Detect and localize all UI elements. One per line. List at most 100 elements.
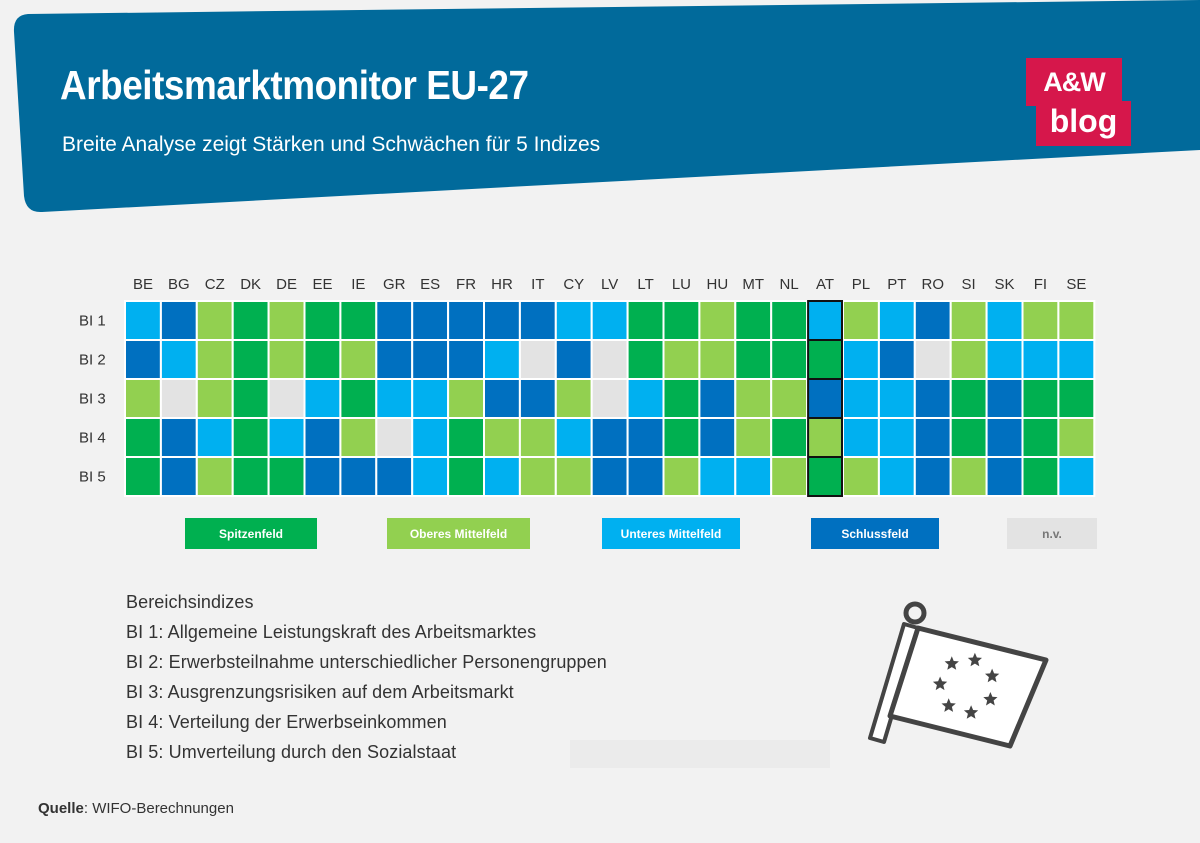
legend-label-schlussfeld: Schlussfeld	[841, 527, 908, 541]
cell-bi-4-cz	[195, 417, 234, 458]
cell-bi-1-fr	[447, 300, 486, 341]
heatmap-chart: BE BG CZ DK DE EE IE GR ES FR HR IT CY LV LT LU HU MT NL AT…	[79, 276, 1097, 549]
cell-bi-3-cy	[554, 378, 593, 419]
cell-bi-2-lv	[590, 339, 629, 380]
row-label-bi-5: BI 5	[79, 469, 106, 486]
cell-bi-3-es	[411, 378, 450, 419]
cell-bi-3-hr	[483, 378, 521, 419]
cell-bi-1-ee	[303, 300, 342, 341]
cell-bi-1-fi	[1021, 300, 1060, 341]
column-label-ee: EE	[312, 276, 332, 293]
cell-bi-2-it	[518, 339, 557, 380]
cell-bi-5-mt	[734, 456, 773, 497]
cell-bi-5-gr	[375, 456, 414, 497]
cell-bi-4-hr	[483, 417, 521, 458]
cell-bi-4-fi	[1021, 417, 1060, 458]
cell-bi-1-pl	[842, 300, 880, 341]
cell-bi-5-cy	[554, 456, 593, 497]
flag-star-icon	[941, 698, 956, 712]
flag-star-icon	[985, 668, 1000, 683]
legend-swatch-n-v	[1007, 518, 1097, 549]
cell-bi-3-lu	[662, 378, 701, 419]
header-banner	[13, 0, 1200, 213]
cell-bi-2-at	[806, 339, 844, 380]
cell-bi-1-si	[949, 300, 988, 341]
cell-bi-4-hu	[698, 417, 737, 458]
column-label-nl: NL	[780, 276, 799, 293]
cell-bi-2-fr	[447, 339, 486, 380]
cell-bi-5-lv	[590, 456, 629, 497]
cell-bi-2-es	[411, 339, 450, 380]
cell-bi-3-dk	[231, 378, 270, 419]
cell-bi-2-fi	[1021, 339, 1060, 380]
cell-bi-2-be	[124, 339, 162, 380]
cell-bi-5-it	[518, 456, 557, 497]
cell-bi-2-nl	[770, 339, 809, 380]
cell-bi-3-pt	[877, 378, 916, 419]
index-item-1: BI 1: Allgemeine Leistungskraft des Arbe…	[126, 622, 537, 642]
column-label-si: SI	[962, 276, 976, 293]
eu-flag-icon	[868, 601, 1049, 749]
cell-bi-3-de	[267, 378, 306, 419]
cell-bi-4-lu	[662, 417, 701, 458]
cell-bi-2-pt	[877, 339, 916, 380]
cell-bi-5-ee	[303, 456, 342, 497]
legend-label-oberes-mittelfeld: Oberes Mittelfeld	[410, 527, 507, 541]
column-label-de: DE	[276, 276, 297, 293]
cell-bi-4-mt	[734, 417, 773, 458]
column-label-at: AT	[816, 276, 834, 293]
cell-bi-5-se	[1057, 456, 1096, 497]
cell-bi-1-gr	[375, 300, 414, 341]
cell-bi-3-gr	[375, 378, 414, 419]
cell-bi-1-es	[411, 300, 450, 341]
cell-bi-3-si	[949, 378, 988, 419]
source-label: Quelle	[38, 800, 84, 817]
cell-bi-5-dk	[231, 456, 270, 497]
cell-bi-1-cz	[195, 300, 234, 341]
column-label-ie: IE	[351, 276, 365, 293]
legend-label-n-v: n.v.	[1042, 527, 1062, 541]
cell-bi-5-at	[806, 456, 844, 497]
cell-bi-3-fr	[447, 378, 486, 419]
cell-bi-1-ie	[339, 300, 378, 341]
cell-bi-3-ee	[303, 378, 342, 419]
column-label-bg: BG	[168, 276, 190, 293]
cell-bi-3-fi	[1021, 378, 1060, 419]
cell-bi-1-lt	[626, 300, 665, 341]
cell-bi-3-it	[518, 378, 557, 419]
cell-bi-5-pt	[877, 456, 916, 497]
column-label-dk: DK	[240, 276, 261, 293]
cell-bi-4-pl	[842, 417, 880, 458]
cell-bi-2-se	[1057, 339, 1096, 380]
cell-bi-1-mt	[734, 300, 773, 341]
cell-bi-2-cy	[554, 339, 593, 380]
cell-bi-3-ie	[339, 378, 378, 419]
cell-bi-4-fr	[447, 417, 486, 458]
cell-bi-5-be	[124, 456, 162, 497]
flag-star-icon	[944, 656, 959, 670]
legend-label-spitzenfeld: Spitzenfeld	[219, 527, 283, 541]
cell-bi-2-ro	[913, 339, 952, 380]
flag-star-icon	[983, 692, 998, 706]
column-label-it: IT	[531, 276, 544, 293]
cell-bi-5-fi	[1021, 456, 1060, 497]
cell-bi-2-si	[949, 339, 988, 380]
cell-bi-3-be	[124, 378, 162, 419]
highlight-column-frame	[807, 300, 843, 497]
column-label-sk: SK	[995, 276, 1015, 293]
column-label-lu: LU	[672, 276, 691, 293]
cell-bi-5-nl	[770, 456, 809, 497]
cell-bi-1-cy	[554, 300, 593, 341]
cell-bi-5-bg	[159, 456, 198, 497]
cell-bi-1-de	[267, 300, 306, 341]
column-label-fr: FR	[456, 276, 476, 293]
page-subtitle: Breite Analyse zeigt Stärken und Schwäch…	[62, 133, 601, 156]
faint-placeholder-box	[570, 740, 830, 768]
cell-bi-4-de	[267, 417, 306, 458]
source-note: Quelle: WIFO-Berechnungen	[38, 800, 234, 817]
cell-bi-1-it	[518, 300, 557, 341]
cell-bi-1-at	[806, 300, 844, 341]
cell-bi-1-pt	[877, 300, 916, 341]
column-label-be: BE	[133, 276, 153, 293]
indices-heading: Bereichsindizes	[126, 592, 254, 612]
